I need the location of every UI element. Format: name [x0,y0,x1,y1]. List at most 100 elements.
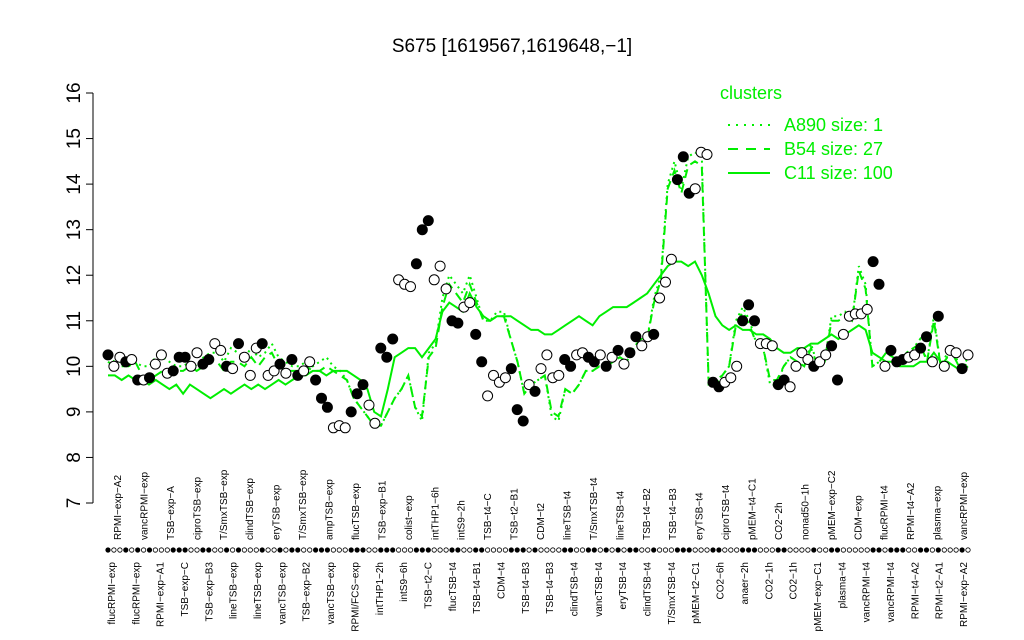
data-point [879,360,891,372]
data-point [790,360,802,372]
x-tick-label: flucRPMI−exp [131,562,142,625]
rug-mark [419,547,425,553]
data-point [938,360,950,372]
x-tick-label: clindTSB−t4 [570,562,581,617]
data-points [102,146,974,434]
rug-mark [141,547,147,553]
legend: clusters A890 size: 1 B54 size: 27 C11 siz… [720,83,893,183]
rug-mark [888,547,894,553]
x-tick-label: vancTSB−exp [326,562,337,625]
rug-mark [591,547,597,553]
data-point [470,328,482,340]
rug-mark [354,547,360,553]
x-tick-label: intTHP1−6h [430,487,441,540]
rug-mark [520,547,526,553]
rug-mark [413,547,419,553]
legend-label: C11 size: 100 [784,163,893,183]
rug-mark [366,547,372,553]
data-point [873,278,885,290]
data-point [689,183,701,195]
rug-mark [431,547,437,553]
x-tick-label: flucTSB−t4 [448,562,459,612]
rug-mark [680,547,686,553]
x-tick-label: TSB−t4−B1 [472,562,483,614]
rug-mark [864,547,870,553]
data-point [363,399,375,411]
legend-entries: A890 size: 1 B54 size: 27 C11 size: 100 [728,115,893,183]
data-point [434,260,446,272]
rug-mark [906,547,912,553]
data-point [541,349,553,361]
x-tick-label: CDM−t4 [497,562,508,599]
y-tick-label: 16 [64,82,85,103]
x-tick-label: TSB−t4−B3 [668,488,679,540]
rug-mark [318,547,325,553]
data-point [405,281,416,293]
x-tick-label: RPMI−t2−A1 [935,562,946,620]
rug-mark [668,547,675,553]
rug-mark [556,547,562,553]
x-tick-label: RPMI−exp−A2 [959,562,970,627]
rug-mark [615,547,621,553]
data-point [737,315,749,327]
data-point [820,349,832,361]
x-tick-label: T/SmxTSB−exp [219,469,230,540]
x-tick-label: vancRPMI−t4 [862,562,873,623]
rug-mark [336,547,342,553]
rug-mark [698,547,704,553]
x-tick-label: lineTSB−t4 [615,490,626,540]
rug-mark [200,547,206,553]
data-point [499,372,511,384]
x-tick-label: ampTSB−exp [325,479,336,540]
rug-mark [959,547,965,553]
rug-mark [745,547,752,553]
rug-mark [384,547,390,553]
rug-mark [935,547,941,553]
data-point [921,331,932,343]
x-tick-label: lineTSB−t4 [562,490,573,540]
rug-mark [923,547,930,553]
y-axis: 7 8 9 10 11 12 13 14 15 16 [64,82,94,508]
data-point [660,276,671,288]
rug-mark [224,547,230,553]
rug-mark [639,547,645,553]
data-point [529,385,541,397]
rug-mark [538,547,544,553]
x-tick-label: vancTSB−t4 [594,562,605,617]
x-tick-label: vancTSB−exp [277,562,288,625]
data-point [731,360,743,372]
rug-mark [111,547,117,553]
data-point [630,331,642,343]
data-point [316,392,327,404]
y-tick-label: 10 [64,356,85,377]
rug-mark [965,547,971,553]
data-point [227,363,239,375]
rug-mark [461,547,467,553]
x-tick-label: ciproTSB−exp [192,476,203,540]
x-tick-label: CDM−t2 [536,503,547,540]
rug-mark [158,547,164,553]
data-point [215,344,227,356]
rug-mark [425,547,431,553]
data-point [796,347,808,359]
rug-mark [722,547,728,553]
x-tick-label: intTHP1−2h [375,562,386,615]
data-point [203,354,215,365]
x-tick-label: plasma−exp [933,485,944,540]
rug-mark [751,547,758,553]
data-point [832,374,843,386]
data-point [191,347,203,359]
rug-mark [728,547,734,553]
rug-mark [253,547,259,553]
rug-mark [823,547,829,553]
rug-mark [585,547,592,553]
y-tick-label: 12 [64,265,85,286]
y-tick-label: 8 [64,452,85,463]
chart-title: S675 [1619567,1619648,−1] [392,36,632,57]
rug-mark [911,547,918,553]
rug-mark [941,547,947,553]
data-point [671,174,683,186]
rug-mark [241,547,247,553]
rug-mark [390,547,396,553]
data-point [488,369,499,381]
